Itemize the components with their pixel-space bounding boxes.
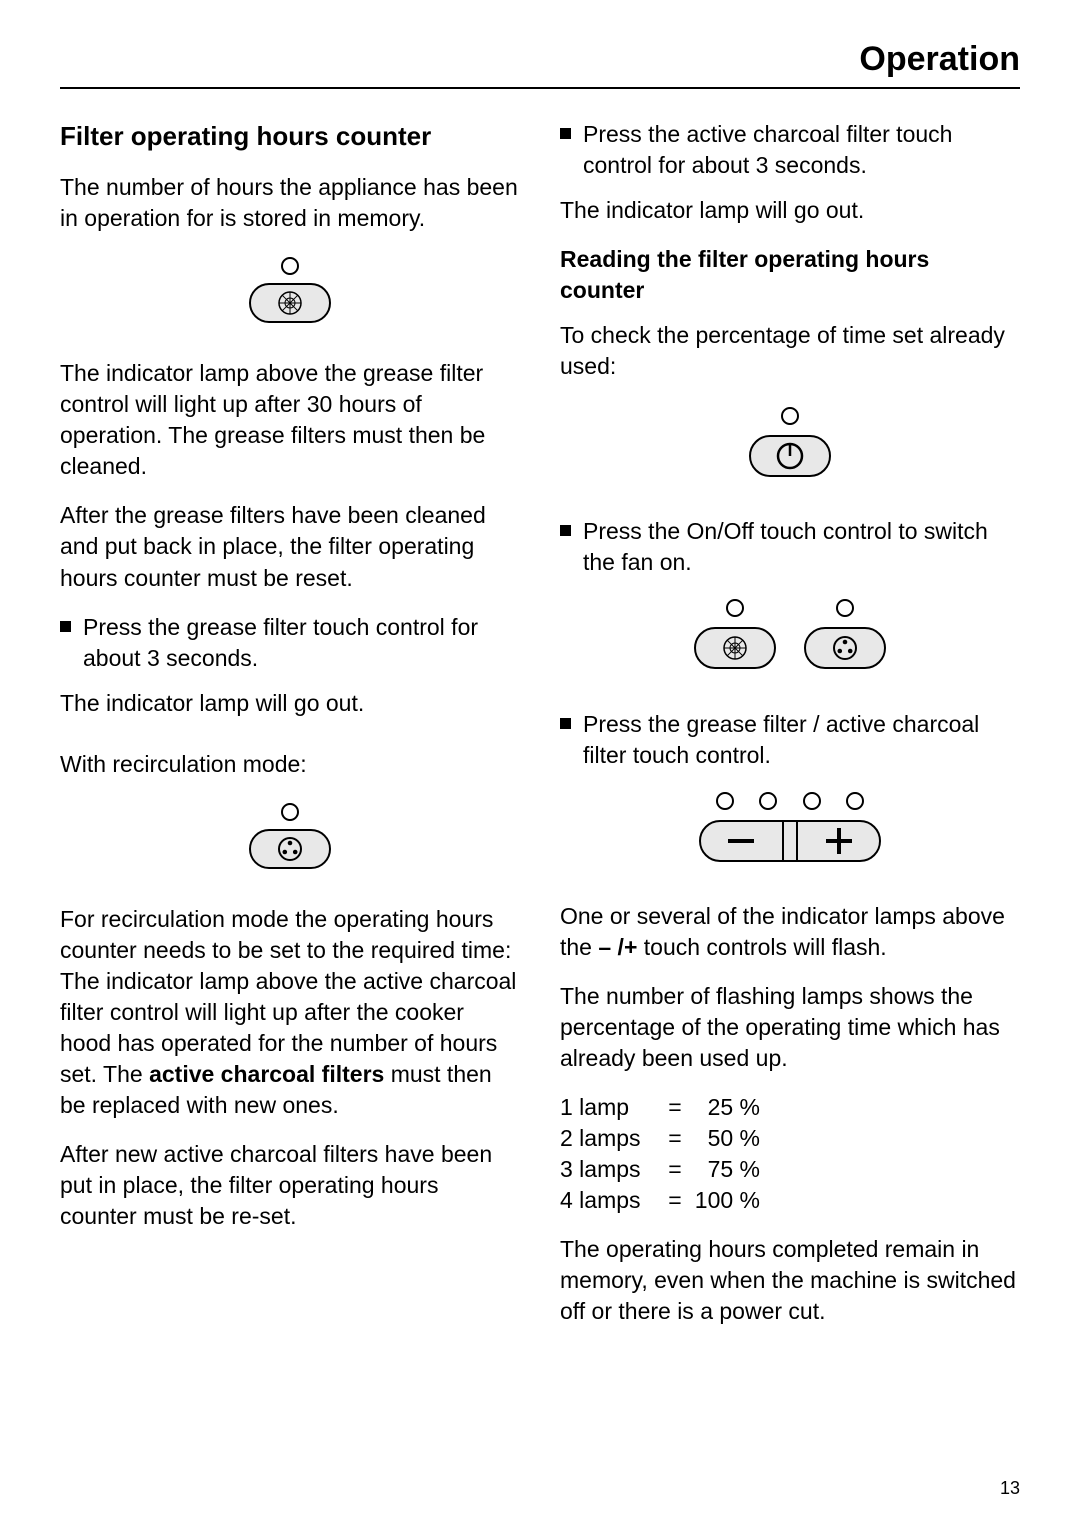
sub-heading: Reading the filter operating hours count… bbox=[560, 244, 1020, 306]
diagram-grease-filter bbox=[60, 252, 520, 340]
text: touch controls will flash. bbox=[637, 934, 886, 960]
text: For recirculation mode the operating hou… bbox=[60, 906, 511, 963]
table-row: 3 lamps = 75 % bbox=[560, 1154, 1020, 1185]
paragraph: The indicator lamp above the grease filt… bbox=[60, 358, 520, 482]
paragraph: The number of flashing lamps shows the p… bbox=[560, 981, 1020, 1074]
content-columns: Filter operating hours counter The numbe… bbox=[60, 119, 1020, 1345]
paragraph: To check the percentage of time set alre… bbox=[560, 320, 1020, 382]
page: Operation Filter operating hours counter… bbox=[0, 0, 1080, 1529]
paragraph: For recirculation mode the operating hou… bbox=[60, 904, 520, 1121]
diagram-on-off bbox=[560, 400, 1020, 498]
bullet-text: Press the grease filter / active charcoa… bbox=[583, 709, 1020, 771]
bullet-text: Press the active charcoal filter touch c… bbox=[583, 119, 1020, 181]
page-title: Operation bbox=[60, 40, 1020, 79]
table-row: 2 lamps = 50 % bbox=[560, 1123, 1020, 1154]
page-header: Operation bbox=[60, 40, 1020, 89]
paragraph: The indicator lamp will go out. bbox=[560, 195, 1020, 226]
lamp-eq: = bbox=[660, 1185, 690, 1216]
lamp-eq: = bbox=[660, 1092, 690, 1123]
lamp-percentage-table: 1 lamp = 25 % 2 lamps = 50 % 3 lamps = 7… bbox=[560, 1092, 1020, 1216]
paragraph: With recirculation mode: bbox=[60, 749, 520, 780]
lamp-pct: 75 % bbox=[690, 1154, 760, 1185]
paragraph: The number of hours the appliance has be… bbox=[60, 172, 520, 234]
diagram-charcoal-filter bbox=[60, 798, 520, 886]
bullet-square-icon bbox=[60, 621, 71, 632]
table-row: 1 lamp = 25 % bbox=[560, 1092, 1020, 1123]
page-number: 13 bbox=[1000, 1478, 1020, 1499]
table-row: 4 lamps = 100 % bbox=[560, 1185, 1020, 1216]
bullet-item: Press the active charcoal filter touch c… bbox=[560, 119, 1020, 181]
lamp-label: 3 lamps bbox=[560, 1154, 660, 1185]
bullet-item: Press the On/Off touch control to switch… bbox=[560, 516, 1020, 578]
right-column: Press the active charcoal filter touch c… bbox=[560, 119, 1020, 1345]
bullet-text: Press the On/Off touch control to switch… bbox=[583, 516, 1020, 578]
lamp-pct: 100 % bbox=[690, 1185, 760, 1216]
lamp-label: 2 lamps bbox=[560, 1123, 660, 1154]
lamp-label: 4 lamps bbox=[560, 1185, 660, 1216]
diagram-plus-minus bbox=[560, 785, 1020, 883]
bullet-square-icon bbox=[560, 128, 571, 139]
paragraph: After new active charcoal filters have b… bbox=[60, 1139, 520, 1232]
paragraph: The indicator lamp will go out. bbox=[60, 688, 520, 719]
lamp-eq: = bbox=[660, 1123, 690, 1154]
paragraph: After the grease filters have been clean… bbox=[60, 500, 520, 593]
lamp-eq: = bbox=[660, 1154, 690, 1185]
section-heading: Filter operating hours counter bbox=[60, 119, 520, 154]
lamp-label: 1 lamp bbox=[560, 1092, 660, 1123]
bullet-item: Press the grease filter / active charcoa… bbox=[560, 709, 1020, 771]
bullet-item: Press the grease filter touch control fo… bbox=[60, 612, 520, 674]
lamp-pct: 50 % bbox=[690, 1123, 760, 1154]
paragraph: The operating hours completed remain in … bbox=[560, 1234, 1020, 1327]
bold-text: active charcoal filters bbox=[149, 1061, 384, 1087]
bullet-text: Press the grease filter touch control fo… bbox=[83, 612, 520, 674]
diagram-both-filters bbox=[560, 592, 1020, 690]
left-column: Filter operating hours counter The numbe… bbox=[60, 119, 520, 1345]
paragraph: One or several of the indicator lamps ab… bbox=[560, 901, 1020, 963]
bullet-square-icon bbox=[560, 525, 571, 536]
lamp-pct: 25 % bbox=[690, 1092, 760, 1123]
bullet-square-icon bbox=[560, 718, 571, 729]
bold-text: – /+ bbox=[598, 934, 637, 960]
